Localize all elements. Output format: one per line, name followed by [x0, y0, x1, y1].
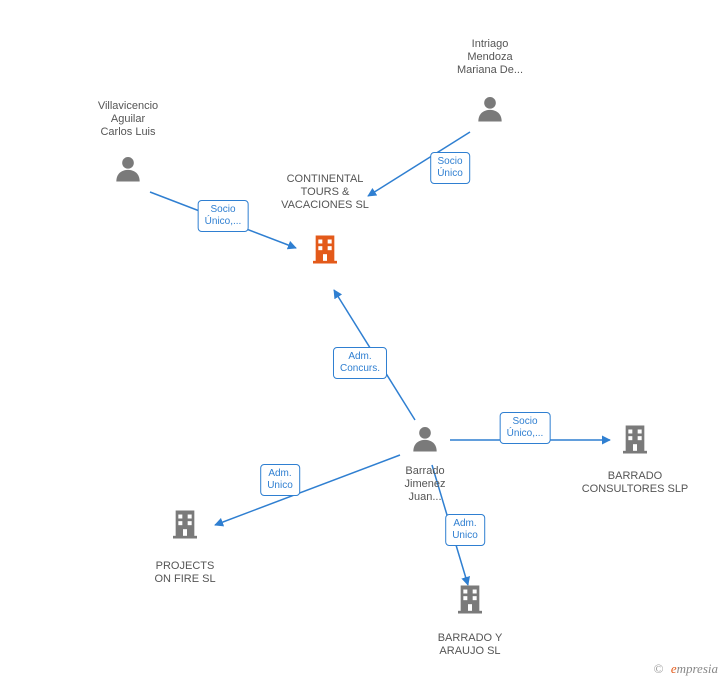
edge-label[interactable]: Socio Único: [430, 152, 470, 184]
building-icon[interactable]: [619, 422, 651, 459]
edge-label[interactable]: Socio Único,...: [198, 200, 249, 232]
edge-label[interactable]: Adm. Unico: [445, 514, 485, 546]
node-label[interactable]: PROJECTS ON FIRE SL: [125, 560, 245, 586]
node-label[interactable]: Barrado Jimenez Juan...: [365, 465, 485, 504]
diagram-stage: { "diagram": { "type": "network", "backg…: [0, 0, 728, 685]
building-icon[interactable]: [454, 582, 486, 619]
person-icon[interactable]: [411, 424, 439, 457]
brand-rest: mpresia: [677, 661, 718, 676]
edge-label[interactable]: Adm. Unico: [260, 464, 300, 496]
node-label[interactable]: CONTINENTAL TOURS & VACACIONES SL: [265, 173, 385, 212]
node-label[interactable]: BARRADO Y ARAUJO SL: [410, 632, 530, 658]
person-icon[interactable]: [114, 154, 142, 187]
copyright-symbol: ©: [654, 661, 664, 676]
edge-label[interactable]: Adm. Concurs.: [333, 347, 387, 379]
person-icon[interactable]: [476, 94, 504, 127]
node-label[interactable]: Intriago Mendoza Mariana De...: [430, 38, 550, 77]
watermark: © empresia: [654, 661, 718, 677]
node-label[interactable]: Villavicencio Aguilar Carlos Luis: [68, 100, 188, 139]
building-icon[interactable]: [309, 232, 341, 269]
node-label[interactable]: BARRADO CONSULTORES SLP: [575, 470, 695, 496]
building-icon[interactable]: [169, 507, 201, 544]
edge-label[interactable]: Socio Único,...: [500, 412, 551, 444]
